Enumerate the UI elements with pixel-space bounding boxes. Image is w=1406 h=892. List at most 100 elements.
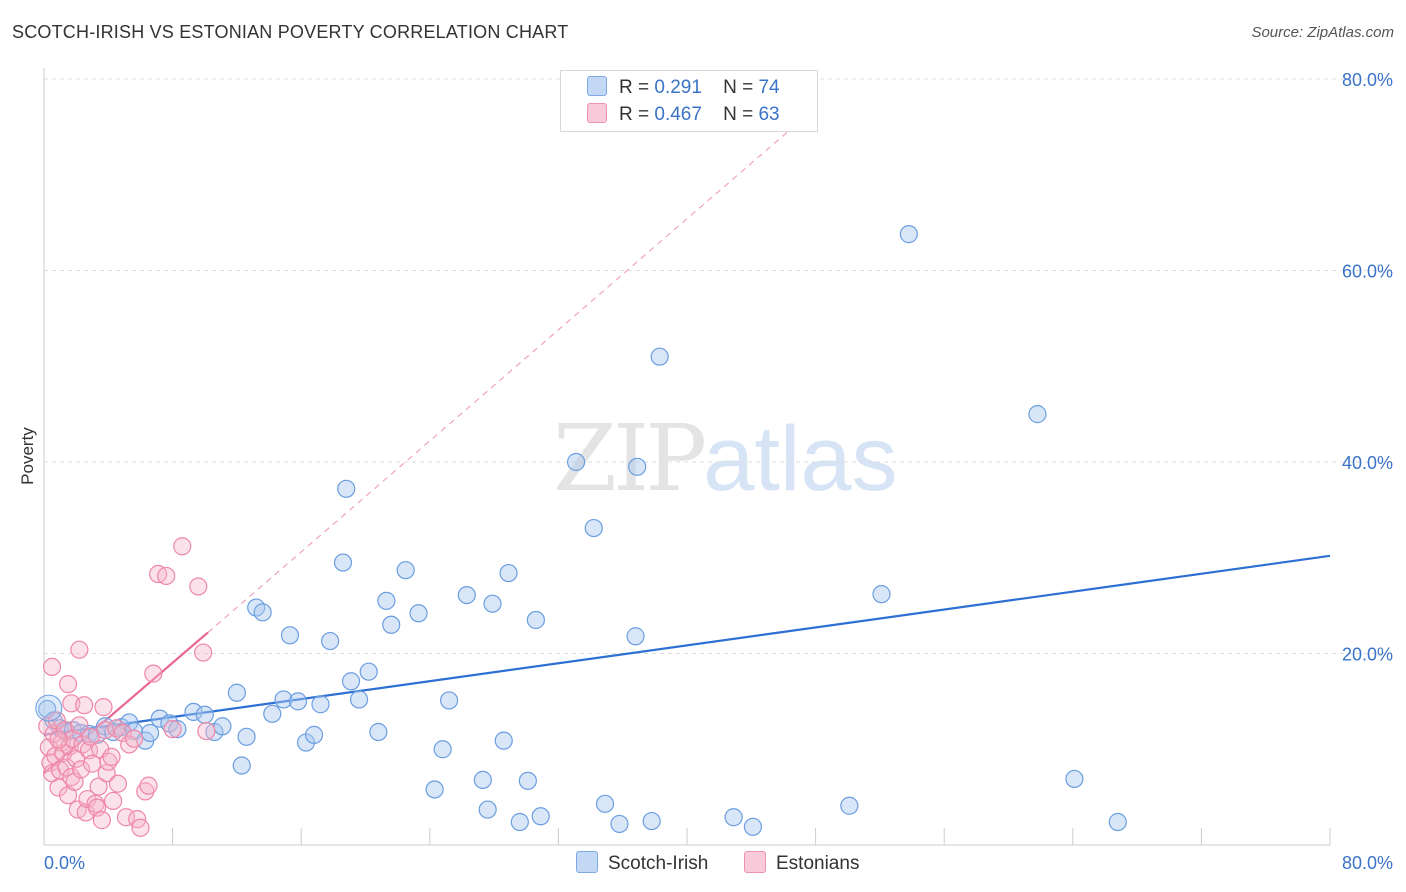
scotch-irish-point — [566, 452, 586, 472]
legend-n-value: 74 — [758, 77, 780, 98]
scotch-irish-point — [227, 683, 246, 702]
x-tick-label: 0.0% — [44, 853, 85, 873]
watermark-atlas: atlas — [703, 408, 898, 510]
legend-item-estonians[interactable]: Estonians — [744, 851, 859, 875]
scotch-irish-point — [349, 690, 369, 709]
scotch-irish-point — [743, 817, 763, 836]
scotch-irish-point — [341, 672, 361, 691]
legend-swatch-blue — [576, 851, 598, 873]
scotch-irish-point — [457, 585, 476, 605]
scotch-irish-point — [899, 225, 918, 244]
scotch-irish-point — [433, 740, 452, 759]
scotch-irish-point — [518, 771, 537, 790]
estonians-point — [104, 791, 123, 811]
scotch-irish-point — [1065, 769, 1084, 789]
gridlines — [44, 78, 1395, 654]
legend-r-value: 0.467 — [654, 104, 702, 125]
scotch-irish-point — [478, 800, 497, 819]
estonians-point — [194, 643, 213, 662]
scotch-irish-point — [531, 807, 550, 826]
scotch-irish-point — [724, 808, 743, 827]
legend-item-scotch-irish[interactable]: Scotch-Irish — [576, 851, 708, 875]
scotch-irish-point — [369, 722, 388, 742]
scotch-irish-point — [333, 553, 353, 572]
legend-row-scotch-irish: R = 0.291 N = 74 — [587, 76, 780, 99]
estonians-point — [49, 730, 68, 749]
scotch-irish-point — [288, 692, 308, 711]
scotch-irish-point — [610, 814, 629, 834]
estonians-point — [136, 782, 155, 801]
legend-row-estonians: R = 0.467 N = 63 — [587, 103, 780, 126]
y-axis-label: Poverty — [18, 427, 37, 485]
scotch-irish-point — [409, 604, 428, 623]
legend-series-label: Scotch-Irish — [608, 853, 709, 874]
scotch-irish-point — [377, 591, 396, 610]
estonians-point — [144, 664, 163, 683]
x-tick-label: 80.0% — [1342, 853, 1393, 873]
scotch-irish-point — [253, 603, 272, 622]
watermark-zip: ZIP — [553, 405, 707, 512]
legend-series-label: Estonians — [776, 853, 860, 874]
estonians-point — [124, 729, 144, 748]
scotch-irish-point — [1028, 405, 1047, 424]
scotch-irish-point — [382, 615, 401, 634]
scotch-irish-point — [584, 518, 603, 538]
estonians-point — [139, 776, 158, 795]
estonians-trend-extension — [207, 107, 816, 633]
estonians-point — [173, 537, 192, 556]
scotch-irish-point — [304, 725, 324, 744]
scotch-irish-trend-line — [43, 554, 1331, 736]
legend-r-label: R = — [619, 104, 650, 125]
scotch-irish-point — [150, 709, 169, 728]
scotch-irish-point — [872, 585, 891, 604]
scotch-irish-point — [321, 631, 340, 651]
estonians-point — [108, 774, 128, 793]
estonians-point — [131, 818, 150, 837]
estonians-point — [116, 808, 136, 827]
scotch-irish-point — [195, 705, 214, 724]
legend-n-label: N = — [723, 104, 754, 125]
estonians-point — [189, 577, 208, 596]
estonians-point — [163, 720, 182, 739]
scotch-irish-point — [232, 756, 251, 775]
legend-swatch-blue — [587, 76, 607, 96]
estonians-point — [70, 716, 89, 735]
estonians-point — [97, 764, 116, 783]
scotch-irish-point — [595, 794, 615, 813]
scotch-irish-point — [337, 479, 356, 498]
scotch-irish-point — [510, 812, 529, 832]
scotch-irish-point — [473, 770, 492, 789]
scotch-irish-point — [499, 563, 518, 583]
estonians-point — [102, 747, 121, 767]
estonians-point — [89, 777, 108, 796]
scotch-irish-point — [494, 731, 513, 750]
scotch-irish-point — [1108, 812, 1127, 832]
watermark: ZIPatlas — [553, 405, 898, 512]
legend-swatch-pink — [587, 103, 607, 123]
scotch-irish-point — [628, 457, 647, 476]
scotch-irish-point — [311, 695, 330, 714]
source-label: Source: ZipAtlas.com — [1251, 24, 1394, 41]
y-tick-label: 20.0% — [1342, 645, 1393, 665]
scotch-irish-point — [650, 347, 669, 366]
legend-r-value: 0.291 — [654, 77, 702, 98]
scotch-irish-point — [439, 691, 459, 710]
scotch-irish-point — [626, 627, 645, 646]
scotch-irish-point — [140, 723, 160, 743]
scotch-irish-point — [237, 727, 256, 746]
scotch-irish-point — [35, 694, 63, 722]
estonians-point — [70, 640, 89, 659]
scotch-irish-point — [274, 690, 293, 709]
tick-labels: 20.0% 40.0% 60.0% 80.0% 0.0% 80.0% — [44, 70, 1393, 873]
scotch-irish-point — [280, 626, 300, 645]
scotch-irish-point — [483, 594, 502, 613]
estonians-point — [94, 698, 113, 717]
scotch-irish-point — [425, 780, 444, 799]
scotch-irish-point — [642, 811, 661, 831]
estonians-point — [83, 754, 102, 773]
y-tick-label: 40.0% — [1342, 453, 1393, 473]
legend-r-label: R = — [619, 77, 650, 98]
scotch-irish-point — [263, 704, 282, 723]
data-points — [35, 225, 1127, 837]
estonians-point — [59, 675, 78, 694]
